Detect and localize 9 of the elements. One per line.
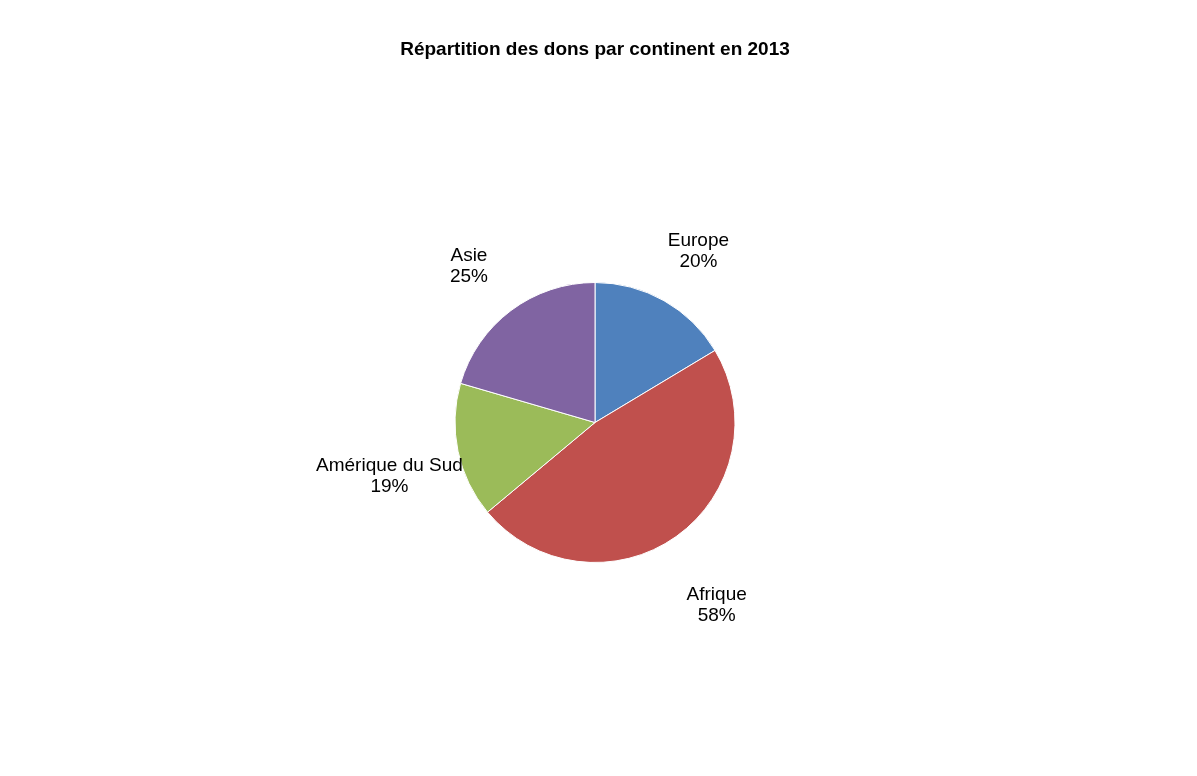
data-label: 20% [679,249,718,271]
slice-label: Europe [667,228,730,250]
slice-label: Afrique [686,582,747,604]
data-label: 25% [449,264,489,286]
data-label: 58% [697,603,736,625]
slice-label: Amérique du Sud [316,454,463,476]
data-label: 19% [370,475,409,497]
chart-title: Répartition des dons par continent en 2013 [400,38,790,59]
slice-label: Asie [450,243,488,265]
